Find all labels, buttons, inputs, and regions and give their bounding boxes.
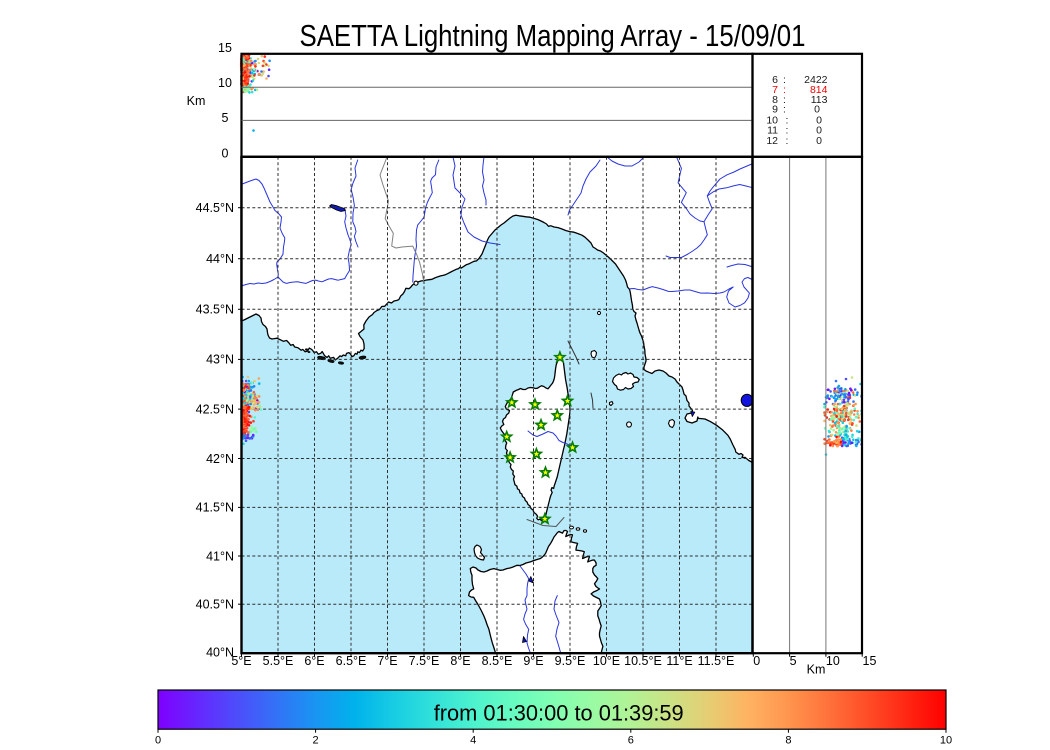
svg-text:4: 4 — [470, 735, 476, 747]
svg-text:6: 6 — [628, 735, 634, 747]
svg-text:5.5°E: 5.5°E — [263, 654, 294, 668]
svg-text:40°N: 40°N — [206, 645, 234, 659]
svg-text:42°N: 42°N — [206, 452, 234, 466]
svg-text:5°E: 5°E — [231, 654, 251, 668]
svg-text:6°E: 6°E — [304, 654, 324, 668]
svg-text:41°N: 41°N — [206, 549, 234, 563]
svg-text:10: 10 — [826, 654, 840, 668]
svg-text:10: 10 — [218, 76, 232, 90]
svg-text:Km: Km — [807, 663, 826, 677]
svg-text:11°E: 11°E — [666, 654, 692, 668]
svg-text:SAETTA Lightning Mapping Array: SAETTA Lightning Mapping Array - 15/09/0… — [300, 18, 806, 53]
svg-text:814: 814 — [810, 84, 828, 96]
svg-text:8: 8 — [785, 735, 791, 747]
svg-text:10: 10 — [940, 735, 952, 747]
svg-text::: : — [786, 125, 789, 137]
svg-text:44°N: 44°N — [206, 252, 234, 266]
svg-text:2: 2 — [313, 735, 319, 747]
svg-text:11: 11 — [767, 125, 778, 137]
svg-text:10: 10 — [766, 114, 778, 126]
svg-text:5: 5 — [790, 654, 797, 668]
svg-text:2422: 2422 — [804, 74, 828, 86]
svg-text:7°E: 7°E — [377, 654, 397, 668]
svg-text:15: 15 — [218, 41, 232, 55]
svg-text::: : — [783, 104, 786, 116]
svg-text:6.5°E: 6.5°E — [336, 654, 367, 668]
svg-text:15: 15 — [863, 654, 877, 668]
svg-text:7.5°E: 7.5°E — [409, 654, 440, 668]
svg-text:11.5°E: 11.5°E — [698, 654, 735, 668]
svg-text:6: 6 — [772, 74, 778, 86]
svg-text:9.5°E: 9.5°E — [555, 654, 586, 668]
svg-text::: : — [783, 84, 786, 96]
svg-text:113: 113 — [811, 94, 828, 106]
svg-text::: : — [786, 135, 789, 147]
svg-text:9: 9 — [772, 104, 778, 116]
svg-text:from 01:30:00 to 01:39:59: from 01:30:00 to 01:39:59 — [434, 701, 684, 726]
svg-text:8°E: 8°E — [450, 654, 470, 668]
svg-text:0: 0 — [753, 654, 760, 668]
svg-text:10°E: 10°E — [593, 654, 620, 668]
svg-text:43.5°N: 43.5°N — [196, 303, 234, 317]
svg-text:Km: Km — [187, 94, 206, 108]
svg-text:5: 5 — [222, 111, 229, 125]
svg-text::: : — [783, 94, 786, 106]
svg-text:0: 0 — [816, 114, 822, 126]
svg-text:0: 0 — [814, 104, 820, 116]
svg-text:9°E: 9°E — [523, 654, 543, 668]
svg-text:42.5°N: 42.5°N — [196, 402, 234, 416]
svg-text::: : — [786, 114, 789, 126]
svg-text:41.5°N: 41.5°N — [196, 501, 234, 515]
svg-text:40.5°N: 40.5°N — [196, 598, 234, 612]
svg-text:8: 8 — [772, 94, 778, 106]
svg-text:0: 0 — [155, 735, 161, 747]
svg-text:12: 12 — [766, 135, 778, 147]
svg-text:7: 7 — [772, 84, 778, 96]
svg-text:10.5°E: 10.5°E — [624, 654, 662, 668]
svg-text:43°N: 43°N — [206, 353, 234, 367]
svg-text:44.5°N: 44.5°N — [196, 201, 234, 215]
svg-text::: : — [783, 74, 786, 86]
svg-text:8.5°E: 8.5°E — [482, 654, 513, 668]
svg-text:0: 0 — [816, 135, 822, 147]
svg-text:0: 0 — [222, 147, 229, 161]
svg-text:0: 0 — [816, 125, 822, 137]
